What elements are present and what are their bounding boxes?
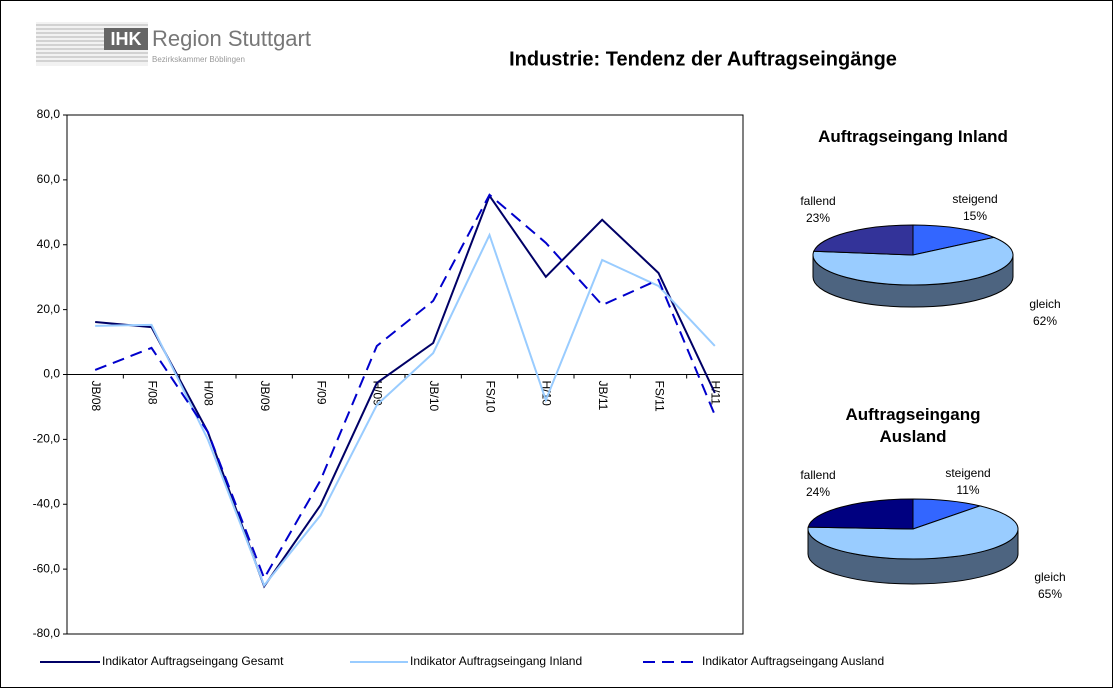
x-tick-label: FS/11: [652, 381, 666, 412]
x-tick-label: F/09: [314, 381, 328, 405]
x-tick-label: H/08: [202, 381, 216, 407]
pie-value-label: 23%: [806, 211, 830, 225]
pie-label: gleich: [1034, 570, 1065, 584]
pie-label: gleich: [1029, 297, 1060, 311]
pie-slice: [812, 236, 1014, 286]
pie-label: fallend: [800, 468, 835, 482]
pie-label: fallend: [800, 194, 835, 208]
x-tick-label: F/08: [145, 381, 159, 405]
pie-value-label: 15%: [963, 209, 987, 223]
pie-value-label: 24%: [806, 485, 830, 499]
y-tick-label: -20,0: [33, 432, 61, 446]
y-tick-label: 40,0: [37, 237, 61, 251]
legend-label: Indikator Auftragseingang Inland: [410, 654, 582, 668]
y-tick-label: -80,0: [33, 626, 61, 640]
pie-slice: [813, 224, 914, 256]
y-tick-label: 0,0: [43, 367, 60, 381]
legend-label: Indikator Auftragseingang Ausland: [702, 654, 884, 668]
pie-title: Auftragseingang Inland: [818, 127, 1008, 146]
series-line: [95, 232, 716, 588]
series-line: [95, 193, 716, 589]
x-tick-label: JB/08: [89, 381, 103, 412]
pie-label: steigend: [945, 466, 990, 480]
x-tick-label: JB/09: [258, 381, 272, 412]
y-tick-label: 20,0: [37, 302, 61, 316]
series-line: [94, 193, 716, 581]
logo-sub: Bezirkskammer Böblingen: [152, 55, 245, 64]
pie-slice: [912, 224, 996, 256]
pie-title: Auftragseingang Ausland: [845, 405, 981, 446]
logo-mark: IHK: [111, 29, 142, 49]
y-tick-label: 60,0: [37, 172, 61, 186]
logo-text: Region Stuttgart: [152, 26, 311, 51]
pie-value-label: 65%: [1038, 587, 1062, 601]
y-tick-label: -40,0: [33, 496, 61, 510]
pie-value-label: 11%: [956, 483, 979, 497]
y-tick-label: 80,0: [37, 107, 61, 121]
y-tick-label: -60,0: [33, 561, 61, 575]
logo: IHK Region Stuttgart Bezirkskammer Böbli…: [36, 22, 311, 66]
x-tick-label: FS/10: [483, 381, 497, 413]
pie-slice: [912, 498, 982, 530]
pie-label: steigend: [952, 192, 997, 206]
pie-slice: [807, 498, 914, 530]
x-tick-label: JB/11: [596, 381, 610, 411]
pie-slice: [807, 505, 1019, 560]
page-title: Industrie: Tendenz der Auftragseingänge: [509, 48, 897, 70]
legend-label: Indikator Auftragseingang Gesamt: [102, 654, 284, 668]
pie-value-label: 62%: [1033, 314, 1057, 328]
x-tick-label: JB/10: [427, 381, 441, 412]
